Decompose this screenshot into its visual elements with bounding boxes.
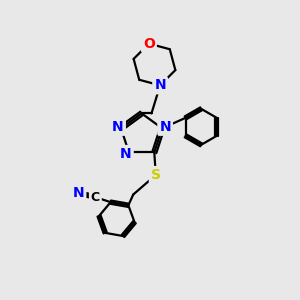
Text: N: N	[120, 147, 132, 161]
Text: O: O	[143, 37, 155, 51]
Text: S: S	[151, 168, 161, 182]
Text: N: N	[159, 120, 171, 134]
Text: C: C	[91, 191, 100, 204]
Text: N: N	[73, 186, 84, 200]
Text: N: N	[154, 78, 166, 92]
Text: N: N	[112, 120, 124, 134]
